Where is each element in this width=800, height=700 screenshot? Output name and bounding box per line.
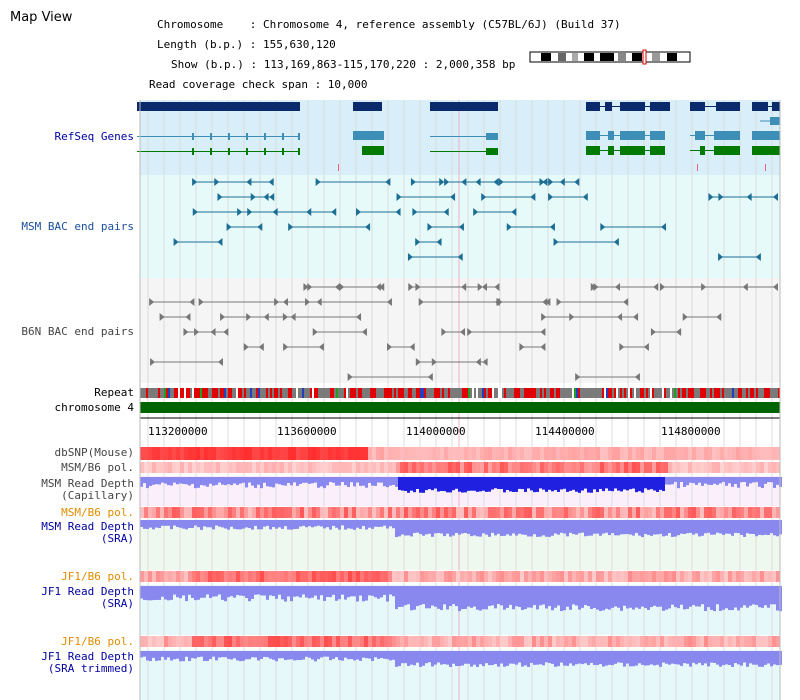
msm-b6-pol-heatmap-2[interactable] xyxy=(140,507,780,518)
b6n-bac-track-bg xyxy=(140,278,780,383)
msm-depth-cap-label: MSM Read Depth (Capillary) xyxy=(41,478,134,502)
jf1-depth-sra-line2: (SRA) xyxy=(100,597,134,610)
msm-depth-sra[interactable] xyxy=(140,520,782,538)
msm-b6-pol-label: MSM/B6 pol. xyxy=(61,461,134,474)
axis-tick-5: 114800000 xyxy=(661,425,721,438)
axis-tick-3: 114000000 xyxy=(406,425,466,438)
page-title: Map View xyxy=(10,10,73,25)
msm-depth-sra-line2: (SRA) xyxy=(100,532,134,545)
refseq-genes[interactable] xyxy=(137,102,780,171)
jf1-b6-pol-label: JF1/B6 pol. xyxy=(61,570,134,583)
coverage-line: Read coverage check span : 10,000 xyxy=(149,78,368,91)
refseq-track-bg xyxy=(140,100,780,175)
jf1-depth-sra[interactable] xyxy=(140,586,782,612)
jf1-b6-pol-heatmap[interactable] xyxy=(140,571,780,582)
repeat-track[interactable] xyxy=(140,388,780,398)
jf1-depth-sra-trimmed[interactable] xyxy=(140,651,782,667)
dbsnp-label: dbSNP(Mouse) xyxy=(54,446,134,459)
axis-tick-2: 113600000 xyxy=(277,425,337,438)
msm-b6-pol-label-2: MSM/B6 pol. xyxy=(61,506,134,519)
msm-depth-cap-line2: (Capillary) xyxy=(61,489,134,502)
dbsnp-heatmap[interactable] xyxy=(140,447,780,460)
length-line: Length (b.p.) : 155,630,120 xyxy=(157,38,336,51)
chromosome-label: chromosome 4 xyxy=(54,401,134,414)
jf1-depth-trim-label: JF1 Read Depth (SRA trimmed) xyxy=(41,651,134,675)
jf1-depth-sra-label: JF1 Read Depth (SRA) xyxy=(41,586,134,610)
chromosome-line: Chromosome : Chromosome 4, reference ass… xyxy=(157,18,621,31)
chromosome-bar[interactable] xyxy=(140,402,780,413)
msm-depth-sra-label: MSM Read Depth (SRA) xyxy=(41,521,134,545)
repeat-label: Repeat xyxy=(94,386,134,399)
msm-depth-sra-line1: MSM Read Depth xyxy=(41,520,134,533)
msm-bac-label: MSM BAC end pairs xyxy=(21,220,134,233)
axis-tick-1: 113200000 xyxy=(148,425,208,438)
axis-tick-4: 114400000 xyxy=(535,425,595,438)
jf1-b6-pol-label-2: JF1/B6 pol. xyxy=(61,635,134,648)
msm-bac-pairs[interactable] xyxy=(173,178,778,261)
jf1-depth-sra-line1: JF1 Read Depth xyxy=(41,585,134,598)
b6n-bac-pairs[interactable] xyxy=(149,283,778,381)
jf1-depth-trim-line2: (SRA trimmed) xyxy=(47,662,134,675)
chromosome-ideogram[interactable] xyxy=(529,49,691,65)
msm-b6-pol-heatmap[interactable] xyxy=(140,462,780,473)
region-info: Chromosome : Chromosome 4, reference ass… xyxy=(149,10,621,100)
msm-depth-cap-line1: MSM Read Depth xyxy=(41,477,134,490)
b6n-bac-label: B6N BAC end pairs xyxy=(21,325,134,338)
jf1-depth-trim-line1: JF1 Read Depth xyxy=(41,650,134,663)
jf1-b6-pol-heatmap-2[interactable] xyxy=(140,636,780,647)
show-line: Show (b.p.) : 113,169,863-115,170,220 : … xyxy=(171,58,516,71)
msm-depth-capillary[interactable] xyxy=(140,477,782,493)
refseq-label: RefSeq Genes xyxy=(54,130,134,143)
